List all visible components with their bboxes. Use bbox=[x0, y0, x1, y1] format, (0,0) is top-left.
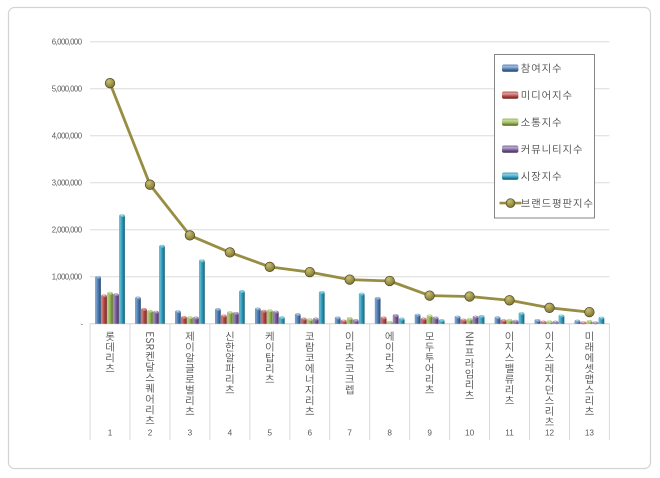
svg-text:3: 3 bbox=[188, 429, 193, 438]
svg-text:7: 7 bbox=[347, 429, 352, 438]
svg-text:10: 10 bbox=[465, 429, 475, 438]
svg-text:5: 5 bbox=[268, 429, 273, 438]
svg-text:2,000,000: 2,000,000 bbox=[52, 226, 83, 235]
svg-text:12: 12 bbox=[545, 429, 555, 438]
svg-text:8: 8 bbox=[387, 429, 392, 438]
svg-text:4: 4 bbox=[228, 429, 233, 438]
svg-text:4,000,000: 4,000,000 bbox=[52, 132, 83, 141]
svg-text:11: 11 bbox=[505, 429, 514, 438]
svg-text:5,000,000: 5,000,000 bbox=[52, 85, 83, 94]
svg-text:6: 6 bbox=[308, 429, 313, 438]
svg-text:2: 2 bbox=[148, 429, 153, 438]
svg-text:6,000,000: 6,000,000 bbox=[52, 38, 83, 47]
svg-text:1: 1 bbox=[108, 429, 113, 438]
svg-text:13: 13 bbox=[585, 429, 595, 438]
svg-text:-: - bbox=[80, 319, 83, 328]
svg-text:3,000,000: 3,000,000 bbox=[52, 179, 83, 188]
svg-text:9: 9 bbox=[427, 429, 432, 438]
svg-text:1,000,000: 1,000,000 bbox=[52, 273, 83, 282]
